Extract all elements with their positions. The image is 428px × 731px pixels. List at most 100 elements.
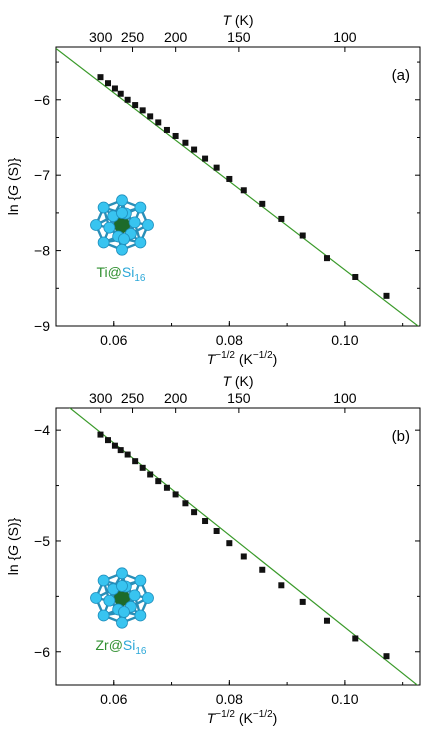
y-tick-label: −6 — [34, 644, 50, 660]
molecule-illustration — [90, 194, 154, 256]
y-tick-label: −7 — [34, 167, 50, 183]
data-point — [259, 200, 266, 207]
data-point — [172, 491, 179, 498]
data-point — [139, 107, 146, 114]
si-atom — [142, 592, 154, 604]
y-axis-label: ln {G (S)} — [5, 157, 21, 215]
data-point — [226, 540, 233, 547]
si-atom — [134, 236, 147, 249]
data-point — [139, 464, 146, 471]
data-point — [323, 617, 330, 624]
top-tick-label: 200 — [164, 29, 188, 45]
data-point — [299, 232, 306, 239]
y-tick-label: −9 — [34, 318, 50, 334]
si-atom — [90, 592, 102, 604]
si-atom — [97, 609, 110, 622]
si-atom — [116, 567, 128, 580]
data-point — [132, 458, 139, 465]
si-atom — [118, 606, 130, 618]
data-point — [191, 146, 198, 153]
data-point — [172, 132, 179, 139]
data-point — [202, 518, 209, 525]
data-point — [191, 509, 198, 516]
metal-atom — [114, 217, 130, 233]
data-point — [240, 187, 247, 194]
data-point — [147, 471, 154, 478]
data-point — [213, 527, 220, 534]
x-tick-label: 0.06 — [100, 332, 127, 348]
si-atom — [128, 589, 141, 602]
data-point — [117, 447, 124, 454]
data-point — [278, 215, 285, 222]
data-point — [97, 74, 104, 81]
data-point — [163, 484, 170, 491]
top-tick-label: 200 — [164, 390, 188, 406]
si-atom — [134, 201, 147, 214]
data-point — [226, 175, 233, 182]
top-axis-label: T (K) — [222, 12, 253, 28]
si-atom — [103, 221, 116, 234]
x-tick-label: 0.08 — [216, 691, 243, 707]
top-tick-label: 150 — [227, 29, 251, 45]
x-tick-label: 0.06 — [100, 691, 127, 707]
plot-frame — [55, 407, 421, 686]
panel-label: (b) — [392, 428, 410, 445]
data-point — [240, 553, 247, 560]
data-point — [124, 96, 131, 103]
data-point — [105, 80, 111, 87]
x-tick-label: 0.10 — [331, 691, 358, 707]
panel-label: (a) — [392, 67, 410, 84]
chart-panel-a: 0.06 0.08 0.10 −6 −7 −8 −9 300 250 200 150 100 T (K)… — [5, 12, 421, 367]
data-point — [352, 273, 359, 280]
x-tick-label: 0.08 — [216, 332, 243, 348]
top-tick-label: 150 — [227, 390, 251, 406]
y-tick-label: −4 — [34, 422, 50, 438]
data-point — [352, 635, 359, 642]
molecule-illustration — [90, 567, 154, 629]
data-point — [182, 500, 189, 507]
y-tick-label: −5 — [34, 533, 50, 549]
data-point — [97, 431, 104, 438]
top-tick-label: 100 — [333, 29, 357, 45]
top-tick-label: 250 — [121, 29, 145, 45]
plot-frame — [55, 46, 421, 327]
si-atom — [103, 594, 116, 607]
si-atom — [116, 194, 128, 207]
data-point — [163, 126, 170, 133]
data-point — [299, 598, 306, 605]
data-point — [202, 155, 209, 162]
top-tick-label: 250 — [121, 390, 145, 406]
data-point — [323, 255, 330, 262]
si-atom — [116, 580, 128, 592]
data-point — [383, 292, 390, 299]
metal-atom — [114, 590, 130, 606]
top-tick-label: 100 — [333, 390, 357, 406]
y-tick-label: −6 — [34, 92, 50, 108]
si-atom — [142, 219, 154, 231]
si-atom — [97, 236, 110, 249]
x-axis-label: T−1/2 (K−1/2) — [207, 350, 278, 367]
top-tick-label: 300 — [89, 29, 113, 45]
data-point — [111, 442, 118, 449]
si-atom — [116, 243, 128, 256]
fit-line — [56, 48, 420, 326]
data-point — [155, 119, 162, 126]
data-point — [383, 653, 390, 660]
si-atom — [116, 616, 128, 629]
data-point — [132, 102, 139, 109]
data-point — [105, 437, 111, 444]
data-point — [155, 478, 162, 485]
si-atom — [97, 574, 110, 587]
si-atom — [134, 609, 147, 622]
si-atom — [97, 201, 110, 214]
x-axis-label: T−1/2 (K−1/2) — [207, 709, 278, 726]
data-point — [111, 85, 118, 92]
top-axis-label: T (K) — [222, 373, 253, 389]
si-atom — [90, 219, 102, 231]
data-point — [182, 139, 189, 146]
si-atom — [116, 207, 128, 219]
top-tick-label: 300 — [89, 390, 113, 406]
molecule-label: Zr@Si16 — [95, 637, 146, 657]
si-atom — [118, 233, 130, 245]
chart-panel-b: 0.06 0.08 0.10 −4 −5 −6 300 250 200 150 100 T (K) T−… — [5, 373, 421, 726]
